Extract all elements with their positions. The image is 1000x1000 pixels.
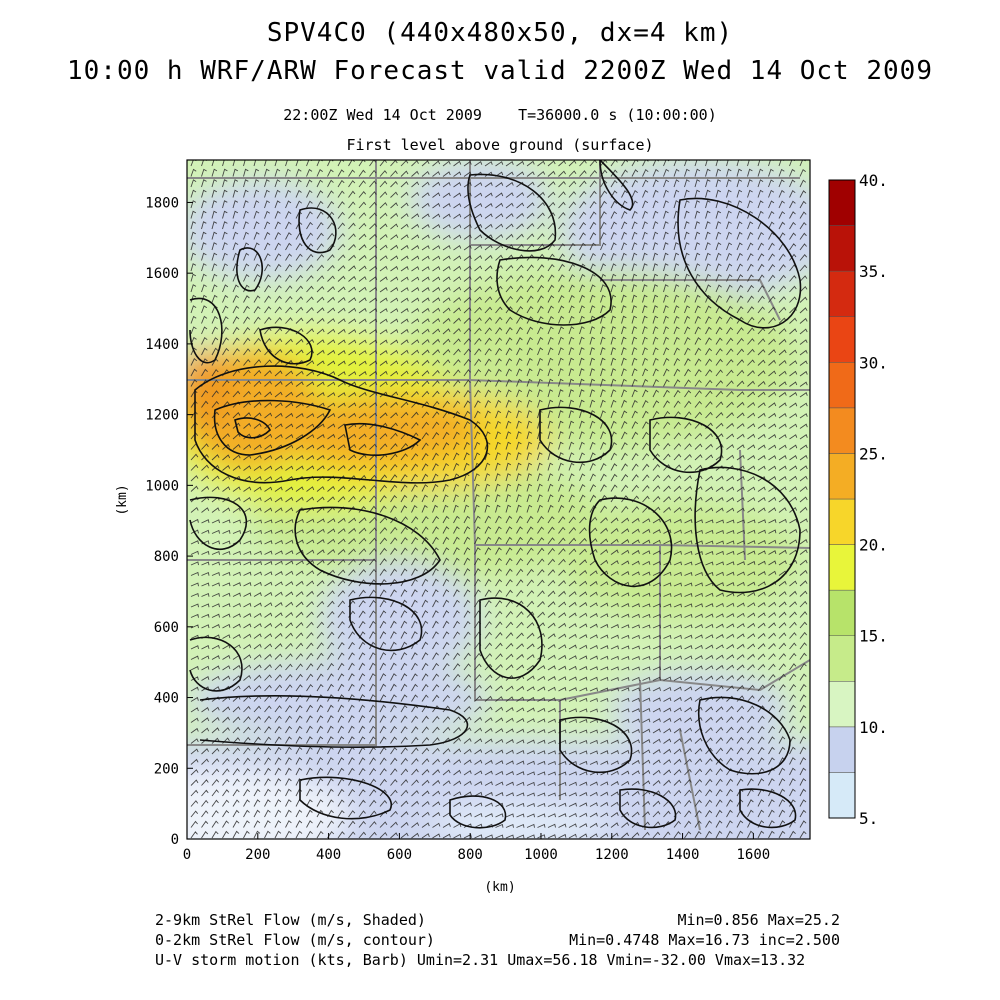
plot-title-line2: 10:00 h WRF/ARW Forecast valid 2200Z Wed… (67, 56, 933, 86)
y-tick-label: 200 (154, 761, 179, 777)
colorbar-swatch (828, 316, 856, 363)
colorbar-swatch (828, 270, 856, 317)
footer-barb-stats: U-V storm motion (kts, Barb) Umin=2.31 U… (155, 951, 806, 969)
colorbar-label: 5. (859, 809, 878, 828)
colorbar-swatch (828, 453, 856, 500)
footer-shaded-stats: Min=0.856 Max=25.2 (677, 911, 840, 929)
colorbar-label: 35. (859, 262, 888, 281)
flow-shading-field (187, 160, 810, 839)
level-label: First level above ground (surface) (346, 136, 654, 154)
colorbar-swatch (828, 498, 856, 545)
y-axis-label: (km) (115, 484, 130, 515)
wind-barbs (190, 160, 808, 839)
y-tick-label: 1800 (145, 195, 179, 211)
y-tick-label: 400 (154, 691, 179, 707)
colorbar-label: 40. (859, 171, 888, 190)
plot-area (187, 160, 810, 839)
colorbar-label: 30. (859, 353, 888, 372)
x-axis-label: (km) (484, 880, 515, 895)
footer-contour-stats: Min=0.4748 Max=16.73 inc=2.500 (569, 931, 840, 949)
x-tick-label: 200 (245, 847, 270, 863)
y-tick-label: 1400 (145, 337, 179, 353)
colorbar-swatch (828, 772, 856, 819)
flow-contours (189, 160, 802, 829)
x-tick-label: 800 (458, 847, 483, 863)
state-boundaries (187, 160, 810, 831)
footer-contour-label: 0-2km StRel Flow (m/s, contour) (155, 931, 435, 949)
colorbar-swatch (828, 726, 856, 773)
colorbar-swatch (828, 407, 856, 454)
colorbar: 5. 10. 15. 20. 25. 30. 35. 40. (828, 171, 888, 828)
wind-barb-field (190, 160, 808, 839)
sim-time-label: T=36000.0 s (10:00:00) (518, 106, 717, 124)
colorbar-swatch (828, 225, 856, 272)
colorbar-label: 25. (859, 444, 888, 463)
colorbar-swatch (828, 544, 856, 591)
plot-subtitle-time: 22:00Z Wed 14 Oct 2009 T=36000.0 s (10:0… (0, 106, 1000, 124)
colorbar-swatch (828, 179, 856, 226)
x-tick-label: 600 (387, 847, 412, 863)
y-tick-label: 1000 (145, 478, 179, 494)
colorbar-swatch (828, 681, 856, 728)
y-tick-label: 600 (154, 620, 179, 636)
valid-time-label: 22:00Z Wed 14 Oct 2009 (283, 106, 482, 124)
colorbar-frame (828, 179, 856, 819)
footer-shaded-label: 2-9km StRel Flow (m/s, Shaded) (155, 911, 426, 929)
y-tick-label: 1200 (145, 408, 179, 424)
x-tick-label: 1000 (524, 847, 558, 863)
x-axis: 0 200 400 600 800 1000 1200 1400 1600 (183, 833, 770, 863)
colorbar-label: 15. (859, 627, 888, 646)
colorbar-label: 10. (859, 718, 888, 737)
y-tick-label: 0 (171, 832, 179, 848)
x-tick-label: 400 (316, 847, 341, 863)
plot-title-line1: SPV4C0 (440x480x50, dx=4 km) (266, 18, 734, 48)
y-axis: 0 200 400 600 800 1000 1200 1400 1600 1800 (145, 195, 193, 848)
plot-frame (186, 159, 811, 840)
colorbar-swatch (828, 635, 856, 682)
x-tick-label: 1200 (595, 847, 629, 863)
x-tick-label: 1400 (666, 847, 700, 863)
colorbar-swatch (828, 362, 856, 409)
y-tick-label: 1600 (145, 266, 179, 282)
y-tick-label: 800 (154, 549, 179, 565)
colorbar-swatch (828, 589, 856, 636)
colorbar-label: 20. (859, 536, 888, 555)
x-tick-label: 0 (183, 847, 191, 863)
x-tick-label: 1600 (737, 847, 771, 863)
